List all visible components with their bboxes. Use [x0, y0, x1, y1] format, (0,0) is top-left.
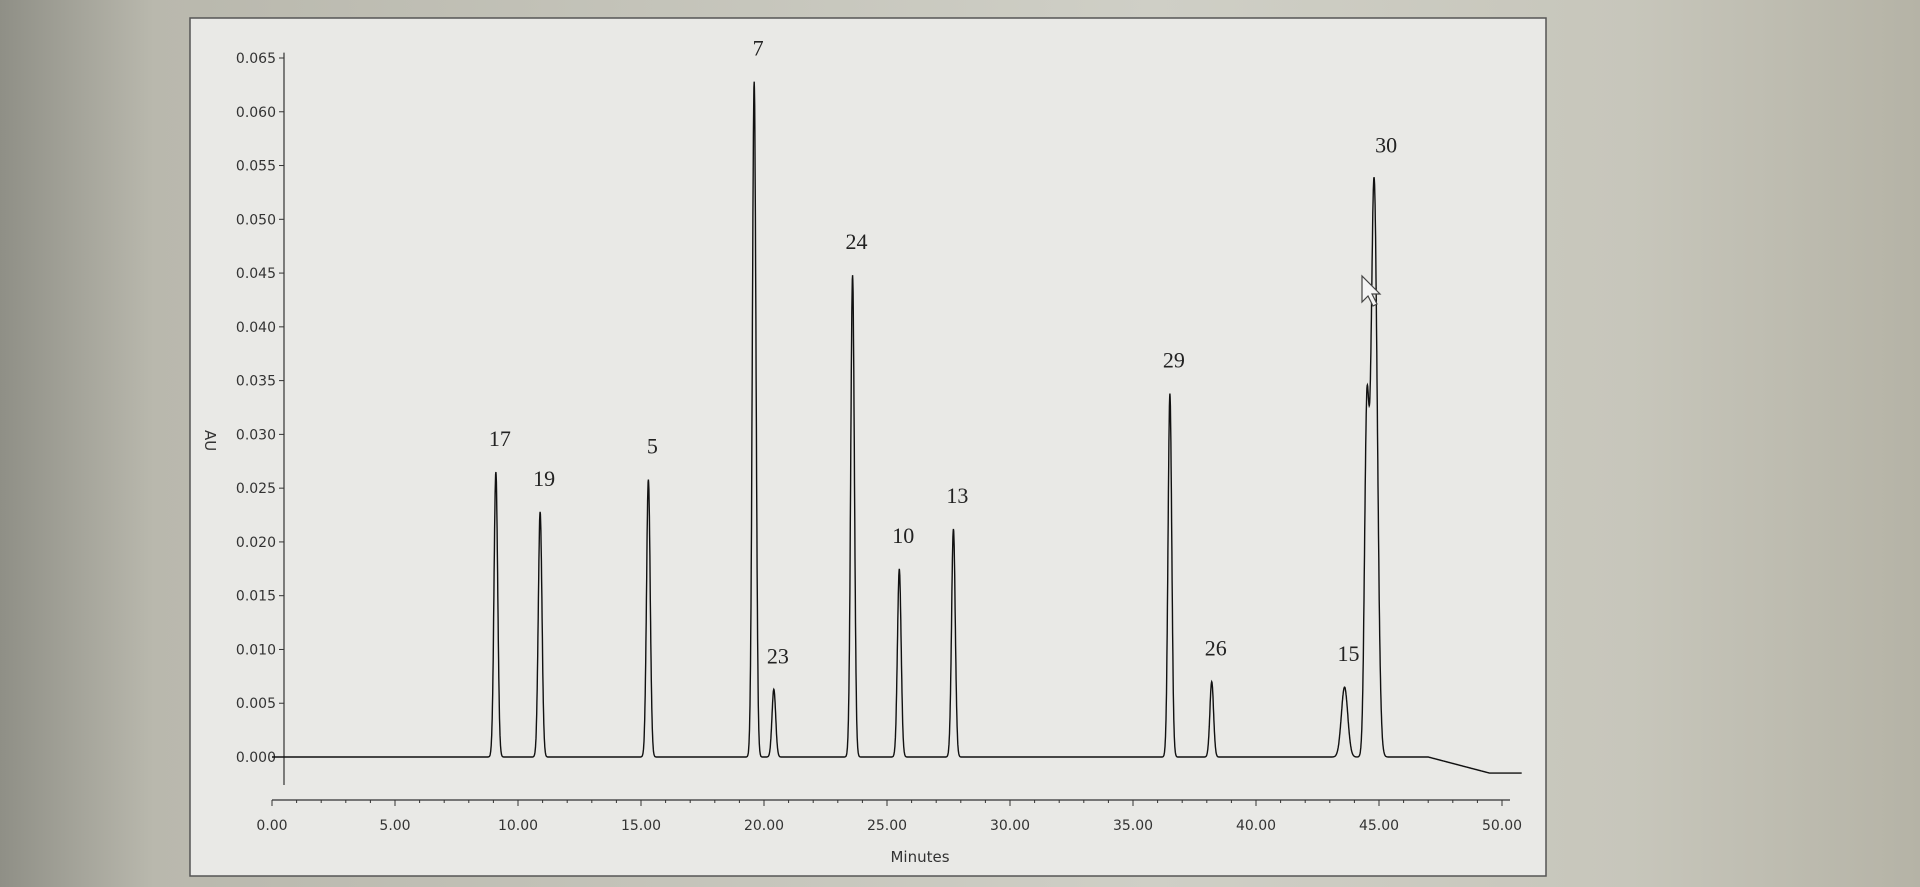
- y-tick-label: 0.030: [236, 427, 276, 443]
- y-tick-label: 0.015: [236, 589, 276, 605]
- x-tick-label: 35.00: [1113, 818, 1153, 834]
- y-tick-label: 0.000: [236, 750, 276, 766]
- chromatogram-trace: [272, 81, 1522, 774]
- y-tick-label: 0.065: [236, 51, 276, 67]
- x-tick-label: 25.00: [867, 818, 907, 834]
- x-tick-label: 0.00: [256, 818, 287, 834]
- y-tick-label: 0.035: [236, 374, 276, 390]
- x-tick-label: 50.00: [1482, 818, 1522, 834]
- x-tick-label: 10.00: [498, 818, 538, 834]
- peak-label-30: 30: [1375, 132, 1397, 157]
- y-tick-label: 0.060: [236, 105, 276, 121]
- x-tick-label: 15.00: [621, 818, 661, 834]
- x-tick-label: 45.00: [1359, 818, 1399, 834]
- peak-label-29: 29: [1163, 348, 1185, 373]
- axes: 0.0000.0050.0100.0150.0200.0250.0300.035…: [236, 51, 1522, 834]
- y-tick-label: 0.010: [236, 642, 276, 658]
- peak-label-15: 15: [1338, 641, 1360, 666]
- peak-label-10: 10: [892, 523, 914, 548]
- plot-frame: [189, 17, 1547, 877]
- x-tick-label: 40.00: [1236, 818, 1276, 834]
- y-tick-label: 0.020: [236, 535, 276, 551]
- y-tick-label: 0.025: [236, 481, 276, 497]
- peak-label-26: 26: [1205, 636, 1227, 661]
- x-tick-label: 5.00: [379, 818, 410, 834]
- y-axis-label: AU: [201, 430, 219, 451]
- y-tick-label: 0.005: [236, 696, 276, 712]
- peak-label-17: 17: [489, 426, 511, 451]
- x-tick-label: 30.00: [990, 818, 1030, 834]
- y-tick-label: 0.055: [236, 159, 276, 175]
- peak-label-24: 24: [846, 229, 868, 254]
- peak-label-5: 5: [647, 434, 658, 459]
- peak-label-13: 13: [946, 483, 968, 508]
- y-tick-label: 0.045: [236, 266, 276, 282]
- peak-labels: 17 19 5 7 23 24 10 13 29 26 15 30: [489, 36, 1397, 669]
- peak-label-7: 7: [753, 36, 764, 61]
- y-tick-label: 0.050: [236, 212, 276, 228]
- x-tick-label: 20.00: [744, 818, 784, 834]
- mouse-cursor-icon: [1361, 274, 1382, 307]
- peak-label-19: 19: [533, 466, 555, 491]
- peak-label-23: 23: [767, 643, 789, 668]
- x-axis-label: Minutes: [890, 848, 949, 866]
- y-tick-label: 0.040: [236, 320, 276, 336]
